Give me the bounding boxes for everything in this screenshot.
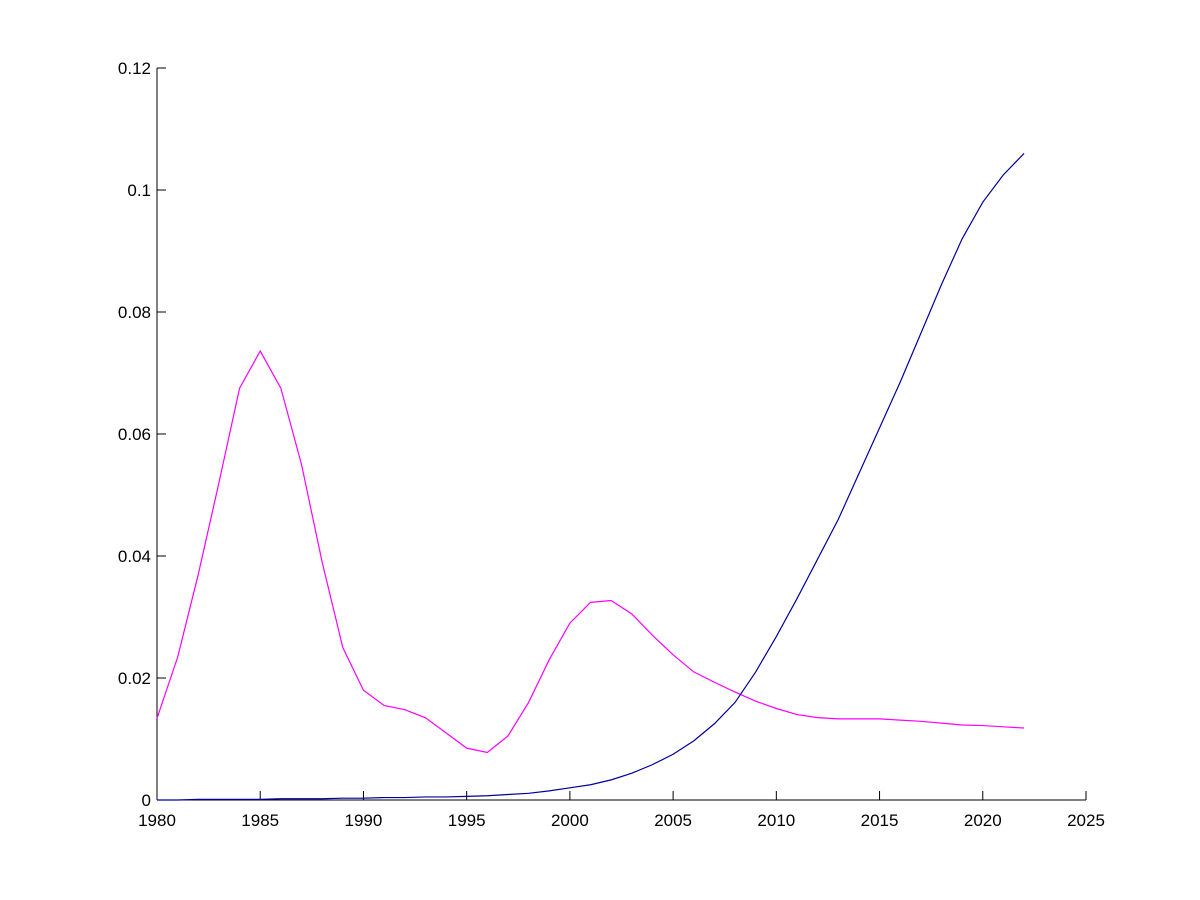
y-tick-label: 0.08 xyxy=(118,303,151,322)
x-tick-label: 2000 xyxy=(551,811,589,830)
x-tick-label: 1980 xyxy=(138,811,176,830)
x-tick-label: 2015 xyxy=(861,811,899,830)
line-series xyxy=(157,152,1025,801)
y-tick-label: 0.02 xyxy=(118,669,151,688)
y-tick-label: 0 xyxy=(142,791,151,810)
x-tick-label: 1990 xyxy=(345,811,383,830)
y-tick-label: 0.12 xyxy=(118,59,151,78)
y-tick-label: 0.06 xyxy=(118,425,151,444)
line-series xyxy=(156,349,1025,754)
x-tick-label: 2010 xyxy=(757,811,795,830)
x-tick-label: 2025 xyxy=(1067,811,1105,830)
y-tick-label: 0.1 xyxy=(127,181,151,200)
y-tick-label: 0.04 xyxy=(118,547,151,566)
x-tick-label: 2005 xyxy=(654,811,692,830)
x-tick-label: 2020 xyxy=(964,811,1002,830)
x-tick-label: 1985 xyxy=(241,811,279,830)
x-tick-label: 1995 xyxy=(448,811,486,830)
